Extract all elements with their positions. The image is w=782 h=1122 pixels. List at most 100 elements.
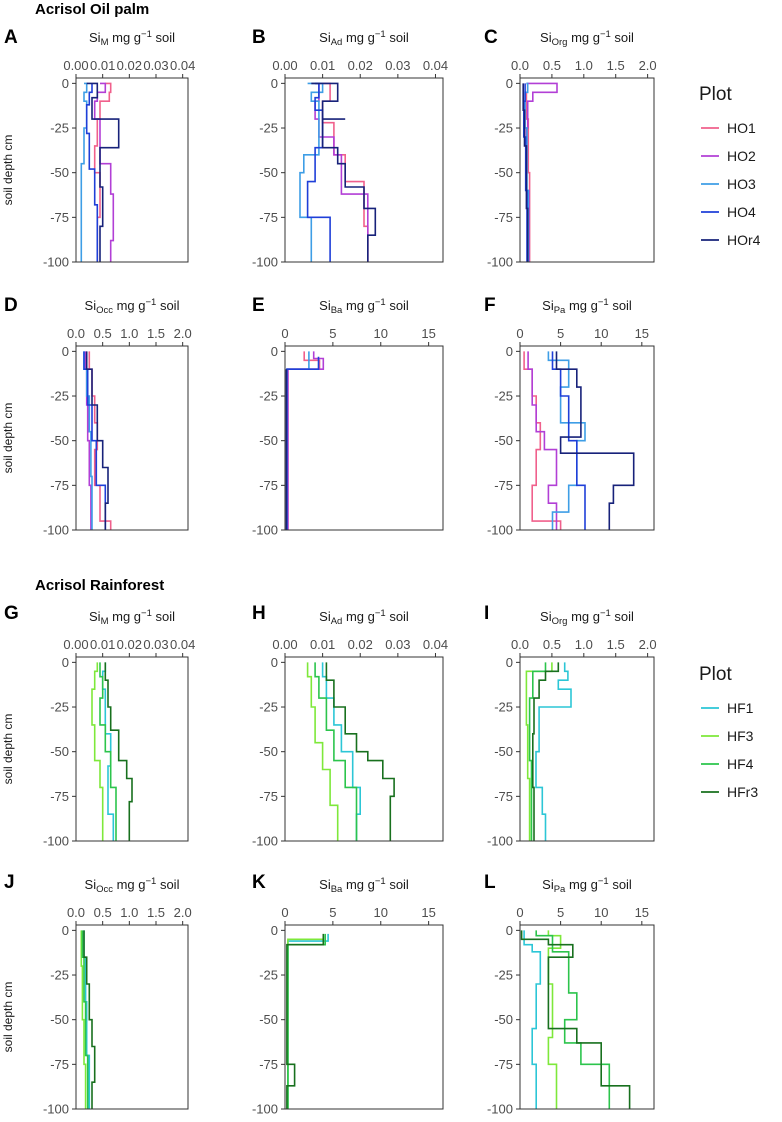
y-tick-label-f: -75 — [494, 478, 513, 493]
y-tick-label-a: -75 — [50, 210, 69, 225]
panel-frame-j — [75, 924, 189, 1110]
y-tick-label-j: -75 — [50, 1057, 69, 1072]
x-tick-label-f: 10 — [594, 326, 608, 341]
x-tick-label-k: 10 — [374, 905, 388, 920]
y-tick-label-a: -25 — [50, 121, 69, 136]
y-tick-label-e: -25 — [259, 389, 278, 404]
x-tick-label-a: 0.04 — [170, 58, 195, 73]
series-line-hfr3-i — [531, 662, 560, 841]
x-tick-label-i: 1.5 — [607, 637, 625, 652]
x-tick-label-b: 0.03 — [385, 58, 410, 73]
panel-f: F SiPa mg g−1 soil 0 5 10 15 0 -25 -50 -75 -100 — [484, 295, 655, 538]
y-tick-label-g: -100 — [43, 834, 69, 849]
legend-label-ho1: HO1 — [727, 120, 756, 136]
y-tick-label-j: 0 — [62, 923, 69, 938]
legend-label-ho4: HO4 — [727, 204, 756, 220]
series-line-hfr3-g — [104, 662, 133, 841]
panel-letter-f: F — [484, 295, 496, 316]
x-tick-label-a: 0.03 — [143, 58, 168, 73]
y-tick-label-i: -25 — [494, 700, 513, 715]
x-tick-label-k: 0 — [281, 905, 288, 920]
x-tick-label-h: 0.03 — [385, 637, 410, 652]
series-line-hf3-g — [91, 662, 104, 841]
x-tick-label-a: 0.02 — [117, 58, 142, 73]
y-tick-label-h: -25 — [259, 700, 278, 715]
panel-frame-k — [284, 924, 444, 1110]
y-tick-label-c: -50 — [494, 165, 513, 180]
series-line-hf4-i — [528, 662, 547, 841]
panel-letter-g: G — [4, 603, 19, 624]
x-tick-label-g: 0.04 — [170, 637, 195, 652]
x-tick-label-j: 2.0 — [174, 905, 192, 920]
y-tick-label-c: -100 — [487, 255, 513, 270]
x-tick-label-h: 0.04 — [423, 637, 448, 652]
y-tick-label-d: 0 — [62, 344, 69, 359]
panel-frame-c — [519, 77, 655, 263]
series-line-hf4-k — [287, 933, 327, 1109]
legend-label-hfr3: HFr3 — [727, 784, 758, 800]
y-tick-label-g: -75 — [50, 789, 69, 804]
series-line-hf4-h — [314, 662, 358, 841]
y-tick-label-b: -50 — [259, 165, 278, 180]
group-title-rainforest: Acrisol Rainforest — [35, 577, 164, 594]
x-tick-label-i: 0.0 — [511, 637, 529, 652]
y-tick-label-f: -50 — [494, 433, 513, 448]
x-axis-label-l: SiPa mg g−1 soil — [542, 876, 632, 895]
y-tick-label-h: 0 — [271, 655, 278, 670]
y-tick-label-i: -50 — [494, 744, 513, 759]
x-tick-label-c: 0.0 — [511, 58, 529, 73]
x-tick-label-c: 1.0 — [575, 58, 593, 73]
series-line-hf3-l — [547, 930, 562, 1109]
x-tick-label-k: 5 — [329, 905, 336, 920]
y-tick-label-e: 0 — [271, 344, 278, 359]
y-tick-label-d: -100 — [43, 523, 69, 538]
series-line-ho2-e — [287, 351, 325, 530]
series-line-hf1-h — [321, 662, 362, 841]
y-tick-label-d: -25 — [50, 389, 69, 404]
panel-letter-k: K — [252, 872, 266, 893]
y-tick-label-b: -25 — [259, 121, 278, 136]
series-line-ho4-e — [286, 356, 320, 530]
y-tick-label-h: -50 — [259, 744, 278, 759]
x-tick-label-b: 0.00 — [272, 58, 297, 73]
x-tick-label-c: 1.5 — [607, 58, 625, 73]
legend-label-hf1: HF1 — [727, 700, 754, 716]
x-tick-label-h: 0.02 — [348, 637, 373, 652]
series-line-hor4-f — [555, 351, 635, 530]
x-tick-label-g: 0.01 — [90, 637, 115, 652]
y-tick-label-c: -75 — [494, 210, 513, 225]
y-tick-label-l: -100 — [487, 1102, 513, 1117]
y-tick-label-i: -75 — [494, 789, 513, 804]
series-line-hf4-l — [535, 930, 611, 1109]
y-tick-label-c: 0 — [506, 76, 513, 91]
y-axis-label-d: soil depth cm — [1, 403, 15, 474]
panel-frame-e — [284, 345, 444, 531]
y-tick-label-i: -100 — [487, 834, 513, 849]
x-tick-label-d: 1.5 — [147, 326, 165, 341]
x-tick-label-e: 15 — [421, 326, 435, 341]
y-tick-label-a: 0 — [62, 76, 69, 91]
panel-frame-i — [519, 656, 655, 842]
x-tick-label-l: 10 — [594, 905, 608, 920]
x-tick-label-j: 1.5 — [147, 905, 165, 920]
x-tick-label-g: 0.02 — [117, 637, 142, 652]
x-tick-label-f: 5 — [557, 326, 564, 341]
x-tick-label-f: 0 — [516, 326, 523, 341]
y-tick-label-g: 0 — [62, 655, 69, 670]
x-tick-label-e: 0 — [281, 326, 288, 341]
legend-label-hor4: HOr4 — [727, 232, 761, 248]
x-axis-label-f: SiPa mg g−1 soil — [542, 297, 632, 316]
y-tick-label-f: -25 — [494, 389, 513, 404]
series-line-hf1-l — [523, 930, 542, 1109]
panel-letter-a: A — [4, 27, 18, 48]
panel-e: E SiBa mg g−1 soil 0 5 10 15 0 -25 -50 -75 -100 — [252, 295, 444, 538]
panel-letter-j: J — [4, 872, 15, 893]
panel-c: C SiOrg mg g−1 soil 0.0 0.5 1.0 1.5 2.0 0 -25 -50… — [484, 27, 657, 270]
x-tick-label-b: 0.04 — [423, 58, 448, 73]
y-axis-label-j: soil depth cm — [1, 982, 15, 1053]
legend-title: Plot — [699, 84, 732, 105]
x-tick-label-d: 1.0 — [120, 326, 138, 341]
panel-letter-l: L — [484, 872, 496, 893]
series-line-hf1-i — [535, 662, 572, 841]
